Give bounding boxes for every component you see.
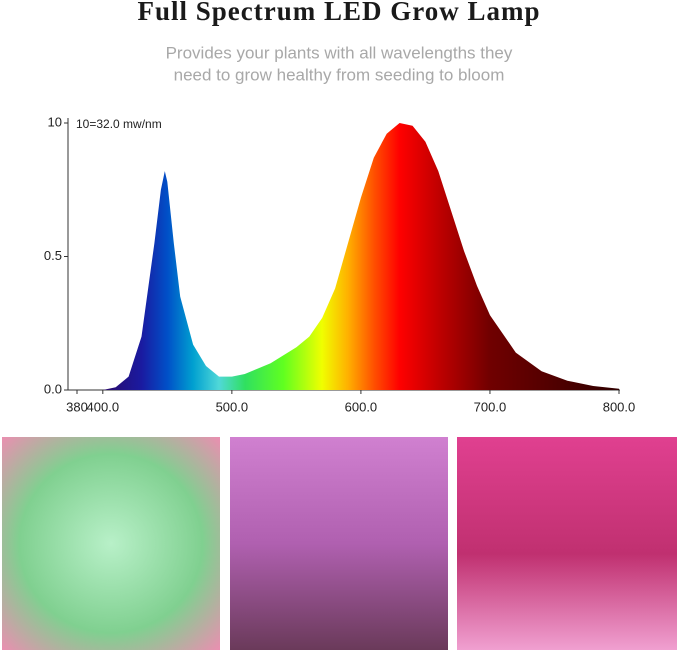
x-tick-label: 500.0 xyxy=(216,399,249,414)
y-tick-label: 10 xyxy=(48,114,62,129)
spectrum-area xyxy=(77,123,619,390)
subtitle: need to grow healthy from seeding to blo… xyxy=(174,65,505,84)
photo-pots xyxy=(457,437,677,650)
x-tick-label: 400.0 xyxy=(87,399,120,414)
photo-seedlings xyxy=(230,437,448,650)
title: Full Spectrum LED Grow Lamp xyxy=(137,0,540,26)
x-tick-label: 800.0 xyxy=(603,399,636,414)
x-tick-label: 380 xyxy=(66,399,88,414)
annotation: 10=32.0 mw/nm xyxy=(76,117,162,131)
subtitle: Provides your plants with all wavelength… xyxy=(166,43,513,62)
photo-succulent xyxy=(2,437,220,650)
x-tick-label: 600.0 xyxy=(345,399,378,414)
x-tick-label: 700.0 xyxy=(474,399,507,414)
y-tick-label: 0.5 xyxy=(44,248,62,263)
y-tick-label: 0.0 xyxy=(44,381,62,396)
